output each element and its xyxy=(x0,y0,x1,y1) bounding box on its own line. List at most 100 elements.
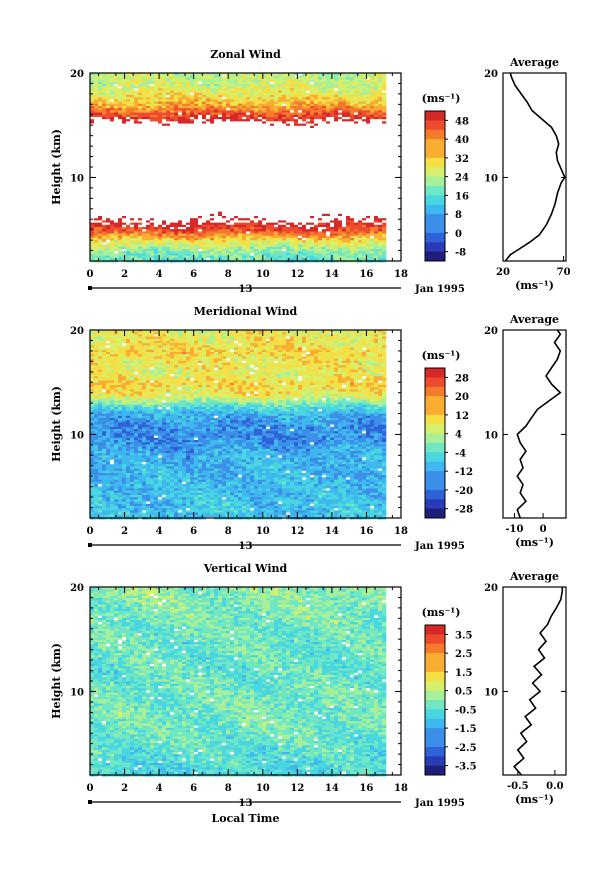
heat-cell xyxy=(182,178,187,182)
heat-cell xyxy=(258,121,263,124)
heat-cell xyxy=(370,152,375,155)
heat-cell xyxy=(342,134,347,138)
heat-cell xyxy=(274,84,279,87)
heat-cell xyxy=(102,101,107,105)
heat-cell xyxy=(126,187,131,190)
heat-cell xyxy=(254,152,259,155)
heat-cell xyxy=(322,136,327,140)
heat-cell xyxy=(370,189,375,193)
heat-cell xyxy=(258,136,263,140)
heat-cell xyxy=(234,218,239,221)
heat-cell xyxy=(214,176,219,179)
heat-cell xyxy=(330,205,335,208)
heat-cell xyxy=(130,213,135,217)
heat-cell xyxy=(202,110,207,113)
heat-cell xyxy=(282,123,287,127)
heat-cell xyxy=(342,143,347,146)
heat-cell xyxy=(210,178,215,182)
heat-cell xyxy=(306,121,311,124)
heat-cell xyxy=(310,165,315,168)
heat-cell xyxy=(126,81,131,85)
heat-cell xyxy=(358,103,363,107)
heat-cell xyxy=(142,79,147,83)
heat-cell xyxy=(158,139,163,142)
heat-cell xyxy=(382,178,387,182)
heat-cell xyxy=(142,99,147,102)
heat-cell xyxy=(338,183,343,186)
heat-cell xyxy=(290,77,295,80)
heat-cell xyxy=(218,216,223,219)
heat-cell xyxy=(370,176,375,179)
heat-cell xyxy=(274,152,279,155)
heat-cell xyxy=(126,141,131,144)
heat-cell xyxy=(122,84,127,87)
heat-cell xyxy=(142,211,147,215)
heat-cell xyxy=(382,147,387,151)
heat-cell xyxy=(298,73,303,76)
heat-cell xyxy=(290,202,295,206)
heat-cell xyxy=(234,176,239,179)
heat-cell xyxy=(338,176,343,179)
heat-cell xyxy=(102,73,107,76)
heat-cell xyxy=(242,150,247,153)
heat-cell xyxy=(318,202,323,206)
heat-cell xyxy=(310,191,315,195)
heat-cell xyxy=(158,77,163,80)
heat-cell xyxy=(154,205,159,208)
heat-cell xyxy=(342,141,347,144)
heat-cell xyxy=(310,189,315,193)
heat-cell xyxy=(294,209,299,212)
heat-cell xyxy=(282,187,287,190)
heat-cell xyxy=(314,121,319,124)
heat-cell xyxy=(198,95,203,98)
heat-cell xyxy=(362,196,367,199)
heat-cell xyxy=(354,172,359,175)
heat-cell xyxy=(90,196,95,199)
heat-cell xyxy=(326,205,331,208)
heat-cell xyxy=(354,92,359,96)
heat-cell xyxy=(334,90,339,94)
heat-cell xyxy=(378,81,383,85)
heat-cell xyxy=(146,161,151,164)
heat-cell xyxy=(134,97,139,100)
heat-cell xyxy=(314,165,319,168)
heat-cell xyxy=(266,95,271,98)
heat-cell xyxy=(286,90,291,94)
heat-cell xyxy=(214,152,219,155)
heat-cell xyxy=(298,106,303,109)
heat-cell xyxy=(114,211,119,215)
heat-cell xyxy=(366,97,371,100)
heat-cell xyxy=(146,187,151,190)
heat-cell xyxy=(178,176,183,179)
heat-cell xyxy=(290,136,295,140)
heat-cell xyxy=(242,152,247,155)
heat-cell xyxy=(258,114,263,118)
heat-cell xyxy=(346,167,351,171)
heat-cell xyxy=(158,172,163,175)
heat-cell xyxy=(366,132,371,135)
heat-cell xyxy=(158,112,163,116)
heat-cell xyxy=(202,128,207,131)
heat-cell xyxy=(94,154,99,157)
heat-cell xyxy=(110,187,115,190)
heat-cell xyxy=(266,86,271,89)
heat-cell xyxy=(362,198,367,201)
heat-cell xyxy=(230,205,235,208)
heat-cell xyxy=(266,194,271,197)
heat-cell xyxy=(174,106,179,109)
heat-cell xyxy=(306,86,311,89)
heat-cell xyxy=(290,185,295,188)
heat-cell xyxy=(166,134,171,138)
heat-cell xyxy=(330,121,335,124)
heat-cell xyxy=(262,176,267,179)
heat-cell xyxy=(194,163,199,166)
heat-cell xyxy=(134,216,139,219)
heat-cell xyxy=(338,143,343,146)
heat-cell xyxy=(270,200,275,204)
heat-cell xyxy=(274,103,279,107)
heat-cell xyxy=(202,174,207,177)
heat-cell xyxy=(106,172,111,175)
heat-cell xyxy=(342,101,347,105)
heat-cell xyxy=(194,88,199,91)
heat-cell xyxy=(302,132,307,135)
